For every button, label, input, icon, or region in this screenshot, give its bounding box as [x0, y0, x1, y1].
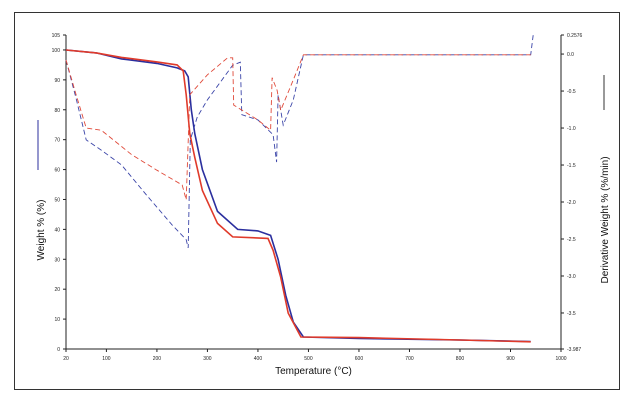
y2-tick-label: -3.5	[567, 311, 576, 317]
y2-axis-title: Derivative Weight % (%/min)	[600, 156, 611, 283]
x-tick-label: 400	[254, 356, 263, 362]
y-axis-title: Weight % (%)	[36, 200, 47, 261]
x-tick-label: 20	[63, 356, 69, 362]
y2-tick-label: -3.987	[567, 347, 581, 353]
x-tick-label: 500	[304, 356, 313, 362]
y-tick-label: 90	[54, 78, 60, 84]
chart-frame	[14, 12, 620, 390]
x-tick-label: 700	[405, 356, 414, 362]
y2-tick-label: -2.0	[567, 200, 576, 206]
y2-tick-label: -1.5	[567, 163, 576, 169]
y2-tick-label: 0.0	[567, 52, 574, 58]
y2-tick-label: -3.0	[567, 274, 576, 280]
y2-tick-label: -2.5	[567, 237, 576, 243]
series-line-1	[65, 49, 531, 343]
x-tick-label: 600	[355, 356, 364, 362]
x-axis-title: Temperature (°C)	[275, 366, 352, 377]
x-tick-label: 200	[153, 356, 162, 362]
series-line-0	[65, 49, 531, 343]
y-tick-label: 20	[54, 287, 60, 293]
series-line-3	[65, 54, 531, 200]
y2-tick-label: 0.2576	[567, 33, 583, 39]
y-tick-label: 70	[54, 138, 60, 144]
y2-tick-label: -0.5	[567, 89, 576, 95]
y-tick-label: 80	[54, 108, 60, 114]
x-tick-label: 300	[203, 356, 212, 362]
y-tick-label: 40	[54, 227, 60, 233]
y-tick-label: 100	[52, 48, 61, 54]
x-tick-label: 1000	[555, 356, 566, 362]
x-tick-label: 100	[102, 356, 111, 362]
y-tick-label: 0	[57, 347, 60, 353]
y-tick-label: 10	[54, 317, 60, 323]
y2-tick-label: -1.0	[567, 126, 576, 132]
y-tick-label: 30	[54, 257, 60, 263]
y-tick-label: 105	[52, 33, 61, 39]
x-tick-label: 900	[506, 356, 515, 362]
y-tick-label: 50	[54, 197, 60, 203]
y-tick-label: 60	[54, 168, 60, 174]
series-line-2	[65, 34, 534, 249]
x-tick-label: 800	[456, 356, 465, 362]
